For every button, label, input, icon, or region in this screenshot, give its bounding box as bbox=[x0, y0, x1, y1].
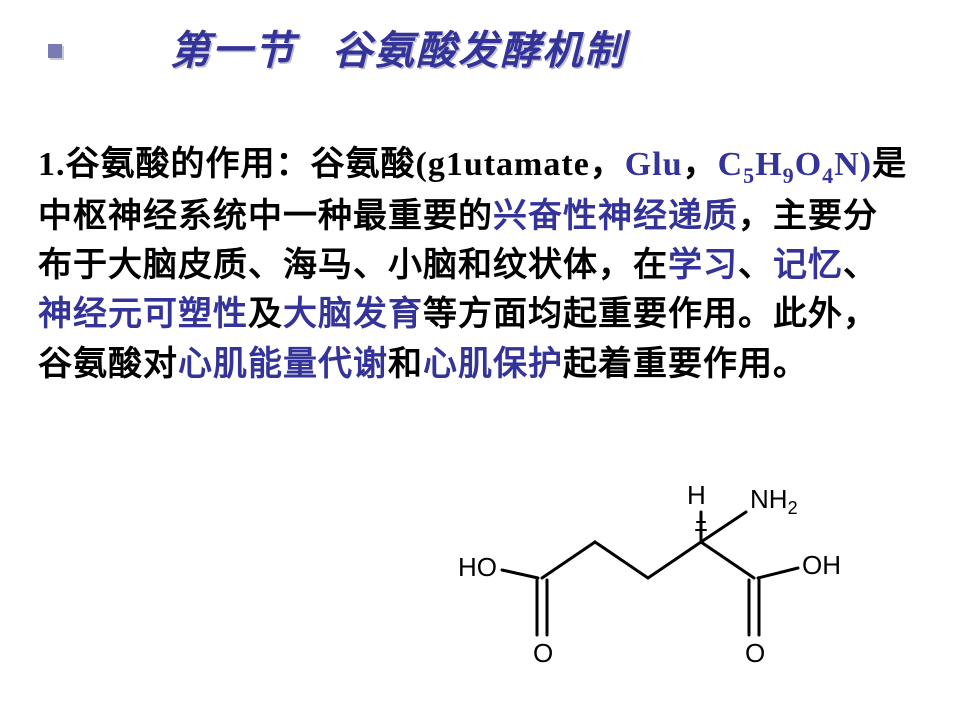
text-fragment: 谷氨酸的作用：谷氨酸 bbox=[66, 146, 416, 183]
label-h: H bbox=[687, 480, 706, 510]
text-fragment: ， bbox=[590, 146, 625, 183]
label-o-right: O bbox=[745, 638, 765, 668]
formula: C5H9O4N) bbox=[718, 146, 873, 183]
text-fragment: 1. bbox=[38, 146, 66, 183]
highlight-learning: 学习 bbox=[668, 247, 738, 284]
title-bullet bbox=[48, 44, 62, 58]
highlight-metabolism: 心肌能量代谢 bbox=[178, 346, 388, 383]
highlight-excitatory: 兴奋性神经递质 bbox=[493, 198, 738, 235]
text-fragment: 、 bbox=[738, 247, 773, 284]
label-o-left: O bbox=[533, 638, 553, 668]
highlight-brain-dev: 大脑发育 bbox=[283, 296, 423, 333]
text-fragment: ， bbox=[683, 146, 718, 183]
text-fragment: 及 bbox=[248, 296, 283, 333]
text-fragment: (g1utamate bbox=[416, 146, 590, 183]
text-fragment: 、 bbox=[843, 247, 878, 284]
highlight-memory: 记忆 bbox=[773, 247, 843, 284]
body-paragraph: 1.谷氨酸的作用：谷氨酸(g1utamate，Glu，C5H9O4N)是中枢神经… bbox=[38, 140, 908, 389]
highlight-plasticity: 神经元可塑性 bbox=[38, 296, 248, 333]
highlight-glu: Glu bbox=[625, 146, 683, 183]
glutamate-structure-diagram: HO O H NH2 O OH bbox=[420, 470, 890, 690]
label-ho: HO bbox=[458, 552, 497, 582]
text-fragment: 起着重要作用。 bbox=[563, 346, 808, 383]
slide-title: 第一节 谷氨酸发酵机制 bbox=[170, 18, 626, 76]
highlight-protection: 心肌保护 bbox=[423, 346, 563, 383]
text-fragment: 和 bbox=[388, 346, 423, 383]
label-nh2: NH2 bbox=[750, 484, 798, 518]
label-oh: OH bbox=[802, 550, 841, 580]
